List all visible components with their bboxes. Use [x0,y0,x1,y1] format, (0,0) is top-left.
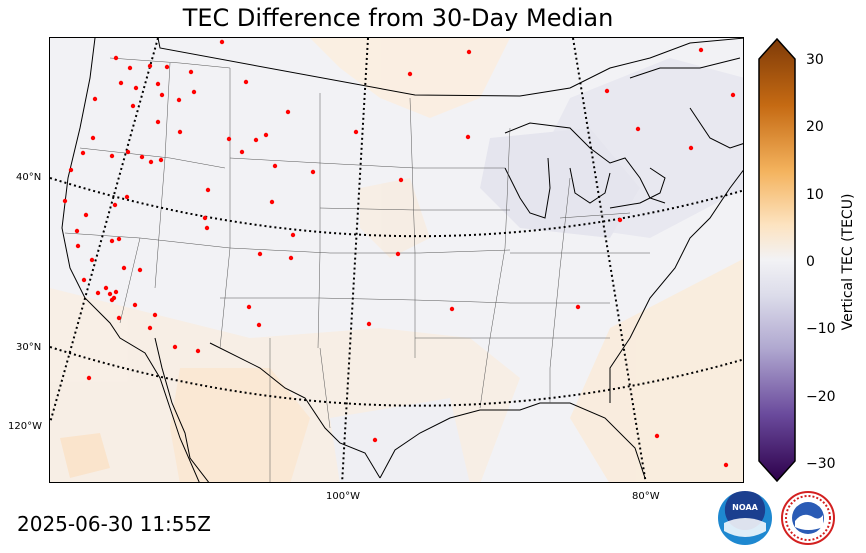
state-borders [64,57,650,482]
colorbar-tick-20: 20 [806,119,824,135]
map-canvas [50,38,743,482]
colorbar-tick-neg30: −30 [806,456,836,472]
lat-label-40n: 40°N [16,172,42,183]
tec-anomaly-field [50,38,743,482]
lon-label-100w: 100°W [326,491,360,502]
colorbar-title: Vertical TEC (TECU) [840,193,856,331]
noaa-logo-text: NOAA [732,503,758,512]
colorbar-tick-0: 0 [806,254,815,270]
graticule [50,38,743,482]
noaa-logo-icon: NOAA [718,491,772,545]
lon-label-120w: 120°W [8,421,42,432]
chart-title: TEC Difference from 30-Day Median [182,4,614,32]
colorbar-tick-10: 10 [806,187,824,203]
coastlines [61,38,743,482]
colorbar [758,37,796,483]
gnss-stations [62,39,736,468]
colorbar-tick-neg20: −20 [806,389,836,405]
tec-map [49,37,744,483]
lon-label-80w: 80°W [632,491,660,502]
colorbar-tick-30: 30 [806,52,824,68]
timestamp: 2025-06-30 11:55Z [17,512,211,536]
colorbar-tick-neg10: −10 [806,321,836,337]
lat-label-30n: 30°N [16,342,42,353]
nws-logo-icon [781,491,835,545]
